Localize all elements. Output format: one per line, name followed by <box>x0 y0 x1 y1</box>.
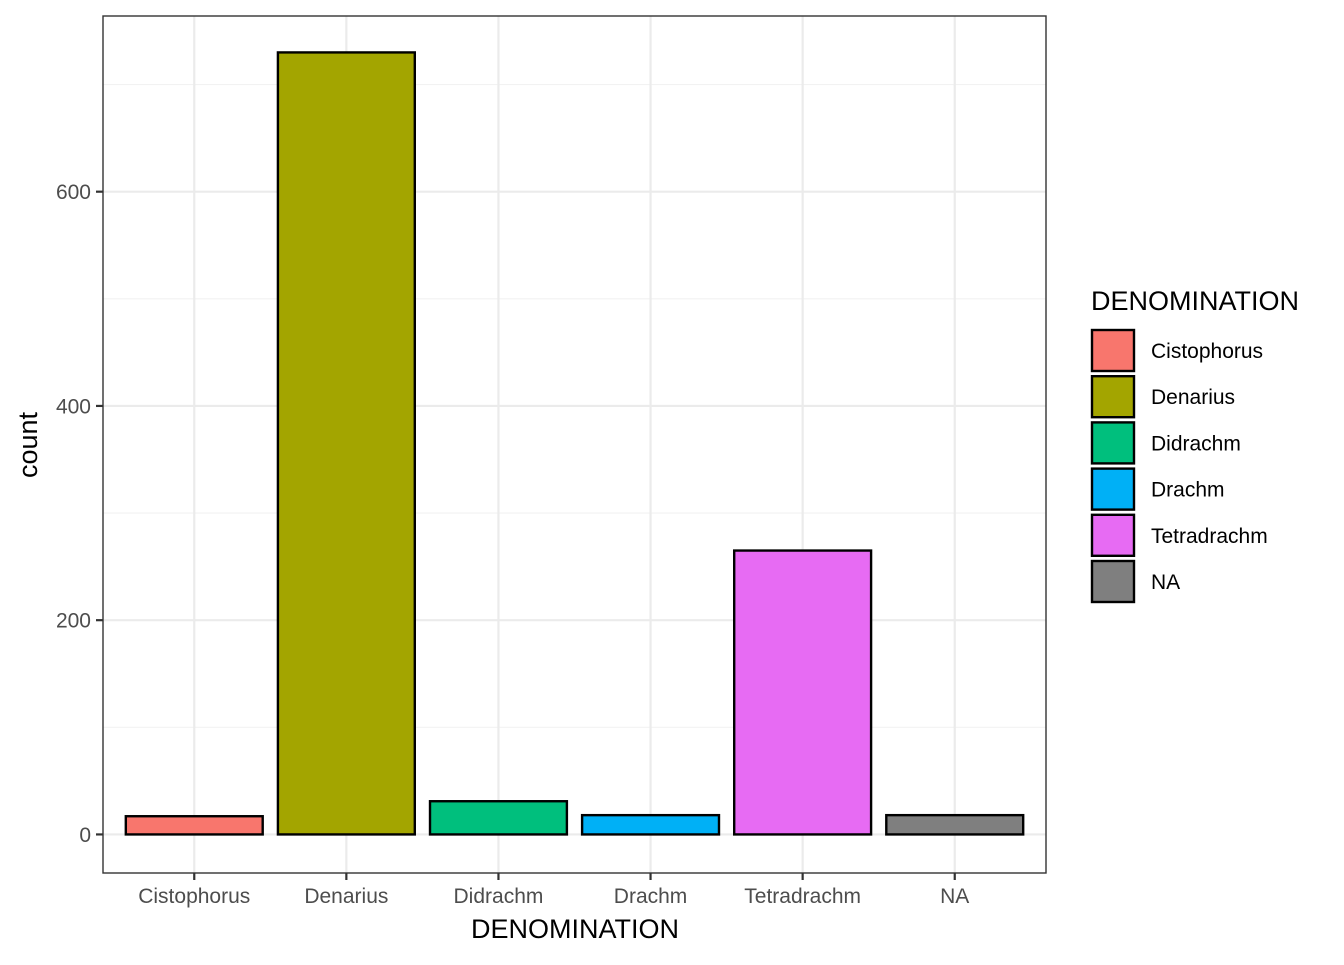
bar-denarius <box>276 51 416 836</box>
x-axis-title: DENOMINATION <box>471 914 679 944</box>
x-tick-label: Cistophorus <box>138 885 250 908</box>
bar-drachm <box>580 813 721 836</box>
y-axis-title: count <box>13 411 43 478</box>
legend-label: NA <box>1151 571 1180 594</box>
legend-key-drachm <box>1090 467 1136 511</box>
bar-tetradrachm <box>733 549 873 836</box>
x-axis: Cistophorus Denarius Didrachm Drachm Tetradr… <box>138 873 969 908</box>
y-axis: 0 200 400 600 <box>56 181 103 847</box>
x-tick-label: Denarius <box>304 885 388 908</box>
bars <box>124 51 1025 836</box>
y-tick-label: 600 <box>56 181 91 204</box>
y-tick-label: 400 <box>56 395 91 418</box>
bar-didrachm <box>428 800 569 836</box>
y-tick-label: 200 <box>56 610 91 633</box>
bar-na <box>885 813 1025 836</box>
legend-label: Didrachm <box>1151 432 1241 455</box>
legend-key-cistophorus <box>1090 328 1136 373</box>
bar-cistophorus <box>124 815 264 836</box>
legend-label: Drachm <box>1151 479 1225 502</box>
legend-label: Cistophorus <box>1151 340 1263 363</box>
plot-panel-border <box>102 15 1047 874</box>
legend-key-tetradrachm <box>1090 513 1136 557</box>
legend-key-denarius <box>1090 375 1136 419</box>
x-tick-label: Didrachm <box>454 885 544 908</box>
legend-title: DENOMINATION <box>1091 286 1299 316</box>
x-tick-label: Drachm <box>614 885 688 908</box>
plot-panel-background <box>103 16 1046 873</box>
x-tick-label: NA <box>940 885 969 908</box>
legend-key-didrachm <box>1090 421 1136 465</box>
legend-label: Denarius <box>1151 386 1235 409</box>
y-tick-label: 0 <box>79 824 91 847</box>
legend-key-na <box>1090 559 1136 604</box>
legend-label: Tetradrachm <box>1151 525 1268 548</box>
legend: DENOMINATION Cistophorus Denarius Didrachm… <box>1090 286 1299 604</box>
x-tick-label: Tetradrachm <box>744 885 861 908</box>
